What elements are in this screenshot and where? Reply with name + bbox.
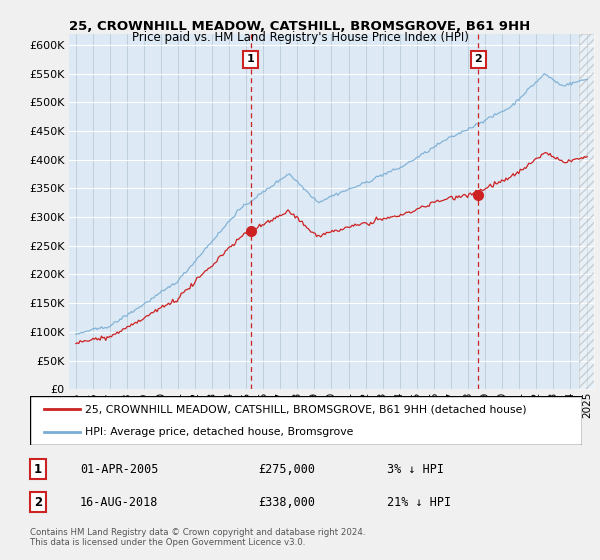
Text: HPI: Average price, detached house, Bromsgrove: HPI: Average price, detached house, Brom… <box>85 427 353 437</box>
Text: 2: 2 <box>475 54 482 64</box>
Text: 21% ↓ HPI: 21% ↓ HPI <box>387 496 451 509</box>
Text: 25, CROWNHILL MEADOW, CATSHILL, BROMSGROVE, B61 9HH: 25, CROWNHILL MEADOW, CATSHILL, BROMSGRO… <box>70 20 530 32</box>
Text: 1: 1 <box>34 463 42 475</box>
Text: 3% ↓ HPI: 3% ↓ HPI <box>387 463 444 475</box>
Text: £275,000: £275,000 <box>259 463 316 475</box>
Text: 2: 2 <box>34 496 42 509</box>
Text: Contains HM Land Registry data © Crown copyright and database right 2024.
This d: Contains HM Land Registry data © Crown c… <box>30 528 365 547</box>
Text: 01-APR-2005: 01-APR-2005 <box>80 463 158 475</box>
Text: 1: 1 <box>247 54 254 64</box>
Text: £338,000: £338,000 <box>259 496 316 509</box>
FancyBboxPatch shape <box>30 396 582 445</box>
Text: Price paid vs. HM Land Registry's House Price Index (HPI): Price paid vs. HM Land Registry's House … <box>131 31 469 44</box>
Text: 25, CROWNHILL MEADOW, CATSHILL, BROMSGROVE, B61 9HH (detached house): 25, CROWNHILL MEADOW, CATSHILL, BROMSGRO… <box>85 404 527 414</box>
Text: 16-AUG-2018: 16-AUG-2018 <box>80 496 158 509</box>
